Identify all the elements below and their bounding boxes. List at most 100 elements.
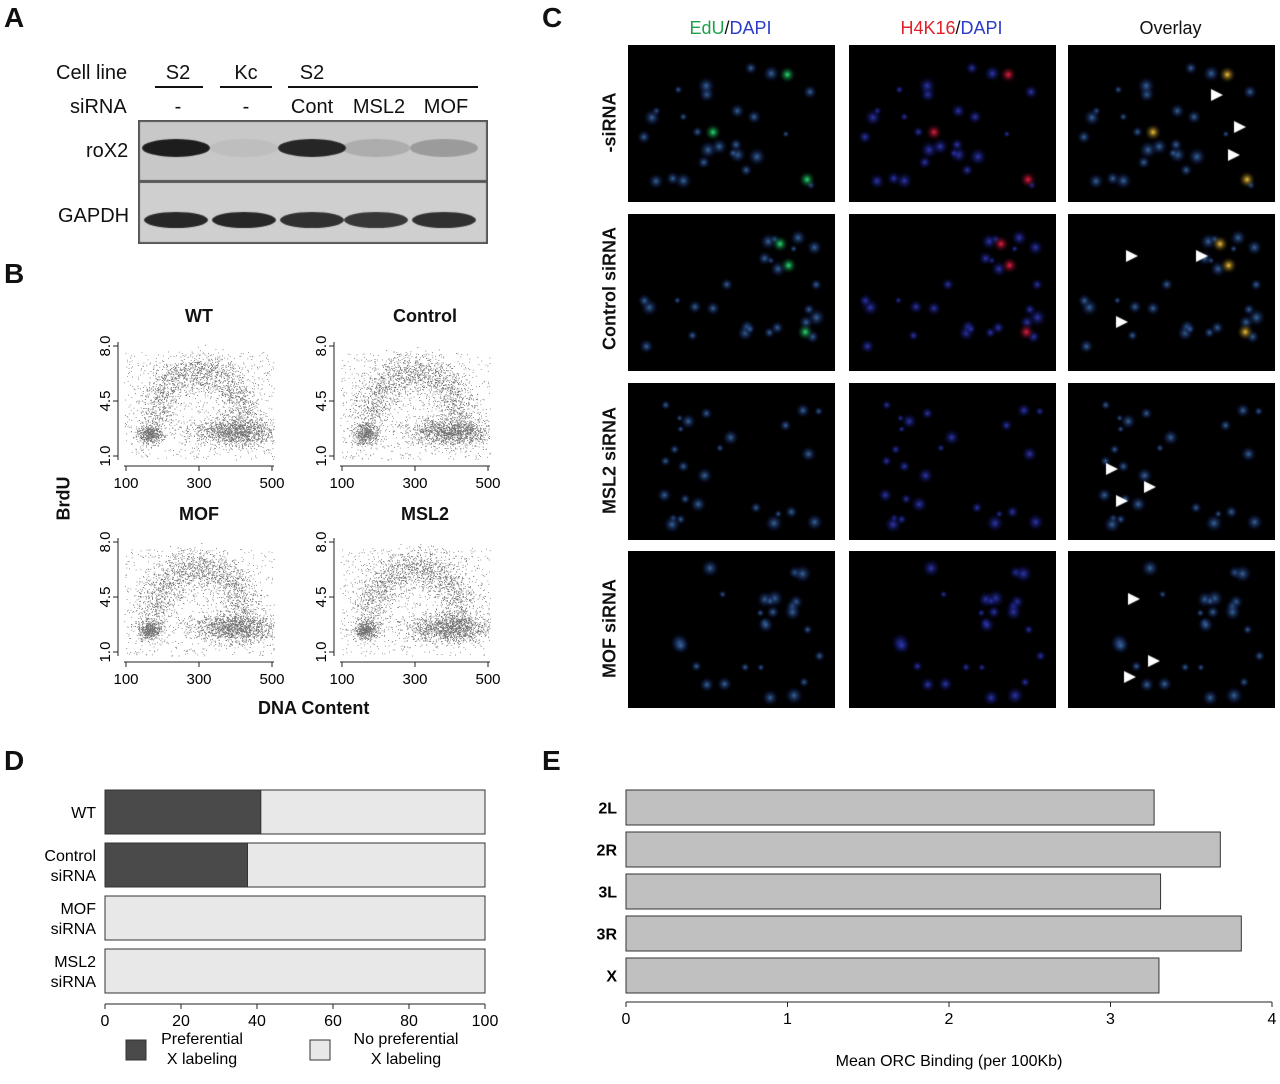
legend-label-d-0: Preferential bbox=[161, 1031, 243, 1048]
legend-swatch-d-0 bbox=[125, 1039, 147, 1061]
category-label-e: 2R bbox=[597, 843, 618, 860]
lane-cell-line-1: S2 bbox=[165, 62, 191, 84]
flow-y-tick-label: 4.5 bbox=[97, 391, 114, 412]
micrograph-h4k16-dapi-row-3 bbox=[849, 383, 1056, 540]
panel-label-c: C bbox=[542, 2, 563, 33]
panel-label-e: E bbox=[542, 745, 561, 776]
x-tick-label-d: 40 bbox=[248, 1013, 266, 1030]
flow-title-control: Control bbox=[393, 306, 457, 326]
legend-swatch-d-1 bbox=[309, 1039, 331, 1061]
category-label-d: siRNA bbox=[51, 868, 97, 885]
bar-e-3R bbox=[625, 915, 1242, 952]
underline-s2-group bbox=[288, 86, 478, 88]
row-label-msl2-sirna: MSL2 siRNA bbox=[599, 407, 620, 515]
micrograph-overlay-row-4 bbox=[1068, 551, 1275, 708]
flow-x-tick-label: 500 bbox=[475, 475, 500, 492]
flow-points bbox=[340, 543, 491, 657]
micrograph-overlay-row-1 bbox=[1068, 45, 1275, 202]
micrograph-h4k16-dapi-row-4 bbox=[849, 551, 1056, 708]
row-label-gapdh: GAPDH bbox=[58, 205, 130, 227]
flow-plot-2: 100 300 500 1.0 4.5 8.0 bbox=[97, 532, 285, 688]
flow-y-tick-label: 8.0 bbox=[313, 532, 330, 553]
category-label-e: X bbox=[606, 969, 617, 986]
legend-label-d-1: X labeling bbox=[371, 1051, 441, 1068]
flow-x-tick-label: 300 bbox=[402, 475, 427, 492]
row-label-rox2: roX2 bbox=[86, 140, 129, 162]
x-tick-label-d: 60 bbox=[324, 1013, 342, 1030]
lane-sirna-2: - bbox=[242, 96, 250, 118]
micrograph-overlay-row-2 bbox=[1068, 214, 1275, 371]
flow-y-tick-label: 1.0 bbox=[97, 642, 114, 663]
flow-plot-3: 100 300 500 1.0 4.5 8.0 bbox=[313, 532, 501, 688]
flow-y-tick-label: 8.0 bbox=[97, 532, 114, 553]
flow-y-tick-label: 8.0 bbox=[313, 336, 330, 357]
x-tick-label-e: 3 bbox=[1106, 1011, 1115, 1028]
x-tick-label-d: 0 bbox=[101, 1013, 110, 1030]
col-header-part: DAPI bbox=[960, 18, 1003, 38]
lane-cell-line-2: Kc bbox=[234, 62, 258, 84]
micrograph-edu-dapi-row-2 bbox=[628, 214, 835, 371]
flow-x-tick-label: 500 bbox=[259, 671, 284, 688]
category-label-d: Control bbox=[44, 848, 96, 865]
lane-sirna-4: MSL2 bbox=[352, 96, 406, 118]
x-tick-label-d: 20 bbox=[172, 1013, 190, 1030]
bar-e-2R bbox=[625, 831, 1221, 868]
bar-d-0-0 bbox=[104, 789, 262, 835]
bar-d-0-1 bbox=[104, 842, 248, 888]
flow-points bbox=[340, 347, 491, 461]
category-label-d: siRNA bbox=[51, 974, 97, 991]
category-label-e: 3R bbox=[597, 927, 618, 944]
legend-label-d-0: X labeling bbox=[167, 1051, 237, 1068]
col-header-part: / bbox=[955, 18, 961, 38]
underline-kc bbox=[220, 86, 272, 88]
col-header-part: DAPI bbox=[729, 18, 772, 38]
micrograph-h4k16-dapi-row-2 bbox=[849, 214, 1056, 371]
flow-y-tick-label: 4.5 bbox=[313, 391, 330, 412]
flow-y-tick-label: 1.0 bbox=[97, 446, 114, 467]
lane-sirna-5: MOF bbox=[423, 96, 469, 118]
flow-x-tick-label: 100 bbox=[113, 671, 138, 688]
flow-plot-axes: 100 300 500 1.0 4.5 8.0 100 300 500 1.0 4.5 8.0 100 3… bbox=[97, 336, 501, 688]
x-tick-label-e: 2 bbox=[945, 1011, 954, 1028]
category-label-d: siRNA bbox=[51, 921, 97, 938]
row-label-cell-line: Cell line bbox=[56, 62, 128, 84]
panel-label-b: B bbox=[4, 258, 25, 289]
flow-plot-1: 100 300 500 1.0 4.5 8.0 bbox=[313, 336, 501, 492]
bar-e-X bbox=[625, 957, 1160, 994]
panel-label-d: D bbox=[4, 745, 25, 776]
x-tick-label-e: 0 bbox=[622, 1011, 631, 1028]
micrograph-edu-dapi-row-4 bbox=[628, 551, 835, 708]
col-header-part: EdU bbox=[689, 18, 725, 38]
lane-cell-line-3: S2 bbox=[299, 62, 325, 84]
flow-x-tick-label: 500 bbox=[475, 671, 500, 688]
bar-e-2L bbox=[625, 789, 1155, 826]
micrograph-overlay-row-3 bbox=[1068, 383, 1275, 540]
flow-y-tick-label: 1.0 bbox=[313, 642, 330, 663]
flow-x-tick-label: 300 bbox=[186, 475, 211, 492]
row-label-control-sirna: Control siRNA bbox=[599, 227, 620, 350]
category-label-d: WT bbox=[71, 805, 96, 822]
gel-image bbox=[138, 120, 488, 244]
category-label-d: MSL2 bbox=[54, 954, 96, 971]
micrograph-edu-dapi-row-3 bbox=[628, 383, 835, 540]
panel-e-chart: 2L 2R 3L 3R X 0 1 2 3 4 Mean ORC Binding (per 100K… bbox=[597, 789, 1277, 1070]
flow-points bbox=[124, 543, 275, 657]
col-header-part: H4K16 bbox=[900, 18, 956, 38]
lane-sirna-1: - bbox=[174, 96, 182, 118]
x-tick-label-d: 80 bbox=[400, 1013, 418, 1030]
flow-title-wt: WT bbox=[185, 306, 213, 326]
row-label-minus-sirna: -siRNA bbox=[599, 92, 620, 153]
underline-s2 bbox=[155, 86, 203, 88]
bar-d-1-1 bbox=[247, 842, 486, 888]
bar-d-1-0 bbox=[260, 789, 486, 835]
flow-x-tick-label: 100 bbox=[113, 475, 138, 492]
flow-points bbox=[124, 344, 275, 461]
bar-e-3L bbox=[625, 873, 1162, 910]
category-label-d: MOF bbox=[60, 901, 96, 918]
col-header-overlay: Overlay bbox=[1068, 18, 1273, 39]
flow-y-tick-label: 4.5 bbox=[313, 587, 330, 608]
flow-x-label: DNA Content bbox=[258, 698, 370, 718]
flow-x-tick-label: 500 bbox=[259, 475, 284, 492]
micrograph-edu-dapi-row-1 bbox=[628, 45, 835, 202]
category-label-e: 3L bbox=[598, 885, 617, 902]
